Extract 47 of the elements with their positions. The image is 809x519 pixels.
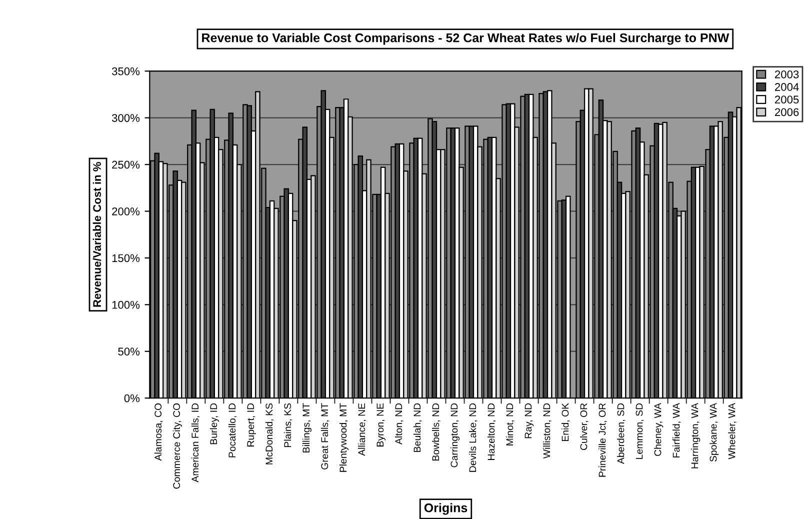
legend-label: 2003 xyxy=(775,70,799,78)
x-tick-label: Ray, ND xyxy=(524,403,534,438)
x-tick-label: Enid, OK xyxy=(562,403,570,442)
x-tick-label: Alliance, NE xyxy=(358,403,366,456)
y-tick-label: 300% xyxy=(112,114,140,122)
chart-title: Revenue to Variable Cost Comparisons - 52 Car Wheat Rates w/o Fuel Surcharge to PNW xyxy=(202,33,730,45)
legend-label: 2005 xyxy=(775,96,799,104)
x-tick-label: American Falls, ID xyxy=(191,403,200,482)
y-tick-label: 250% xyxy=(112,160,140,169)
x-tick-label: Bowbells, ND xyxy=(432,403,440,460)
x-tick-label: Plains, KS xyxy=(284,403,292,447)
y-tick-label: 50% xyxy=(118,348,140,356)
x-tick-label: Harrington, WA xyxy=(691,402,700,468)
x-tick-label: Hazelton, ND xyxy=(487,403,496,460)
x-tick-label: Beulah, ND xyxy=(413,403,422,452)
x-tick-label: Alton, ND xyxy=(394,403,404,445)
x-tick-label: Byron, NE xyxy=(376,403,386,446)
legend-label: 2004 xyxy=(775,83,799,91)
x-tick-label: Commerce City, CO xyxy=(172,403,182,489)
x-tick-label: Spokane, WA xyxy=(710,402,719,462)
x-tick-label: McDonald, KS xyxy=(265,403,274,464)
x-tick-label: Wheeler, WA xyxy=(728,402,736,460)
x-tick-label: Great Falls, MT xyxy=(320,403,330,470)
x-tick-label: Carrington, ND xyxy=(450,403,460,468)
x-axis-title: Origins xyxy=(424,503,468,515)
x-tick-label: Devils Lake, ND xyxy=(468,403,478,472)
y-tick-label: 200% xyxy=(112,208,140,216)
x-tick-label: Pocatello, ID xyxy=(228,403,237,458)
legend-label: 2006 xyxy=(775,108,799,116)
y-tick-label: 150% xyxy=(112,254,140,262)
y-tick-label: 350% xyxy=(112,67,140,76)
x-tick-label: Alamosa, CO xyxy=(154,403,163,461)
x-tick-label: Billings, MT xyxy=(302,403,312,452)
x-tick-label: Prineville Jct, OR xyxy=(598,403,607,477)
x-tick-label: Fairfield, WA xyxy=(672,402,681,458)
y-tick-label: 0% xyxy=(124,394,140,402)
x-tick-label: Culver, OR xyxy=(580,403,588,450)
x-tick-label: Cheney, WA xyxy=(654,402,664,456)
x-tick-label: Rupert, ID xyxy=(247,403,256,446)
y-tick-label: 100% xyxy=(112,300,140,309)
x-tick-label: Burley, ID xyxy=(210,403,219,444)
x-tick-label: Lemmon, SD xyxy=(636,403,644,459)
x-tick-label: Aberdeen, SD xyxy=(617,403,626,464)
x-tick-label: Williston, ND xyxy=(543,403,552,459)
x-tick-label: Minot, ND xyxy=(506,403,514,446)
x-tick-label: Plentywood, MT xyxy=(339,403,349,472)
y-axis-title: Revenue/Variable Cost in % xyxy=(92,162,102,307)
